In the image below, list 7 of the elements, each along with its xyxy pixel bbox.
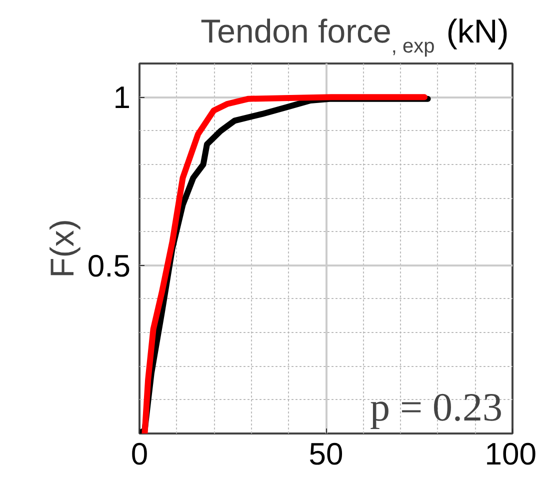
y-tick-label: 0.5 bbox=[87, 248, 131, 284]
annotation: p = 0.23 bbox=[370, 384, 503, 430]
x-tick-label: 100 bbox=[484, 436, 536, 472]
x-tick-label: 0 bbox=[130, 436, 148, 472]
y-axis-title: F(x) bbox=[43, 219, 80, 278]
y-tick-label: 1 bbox=[113, 80, 131, 116]
x-tick-label: 50 bbox=[308, 436, 344, 472]
